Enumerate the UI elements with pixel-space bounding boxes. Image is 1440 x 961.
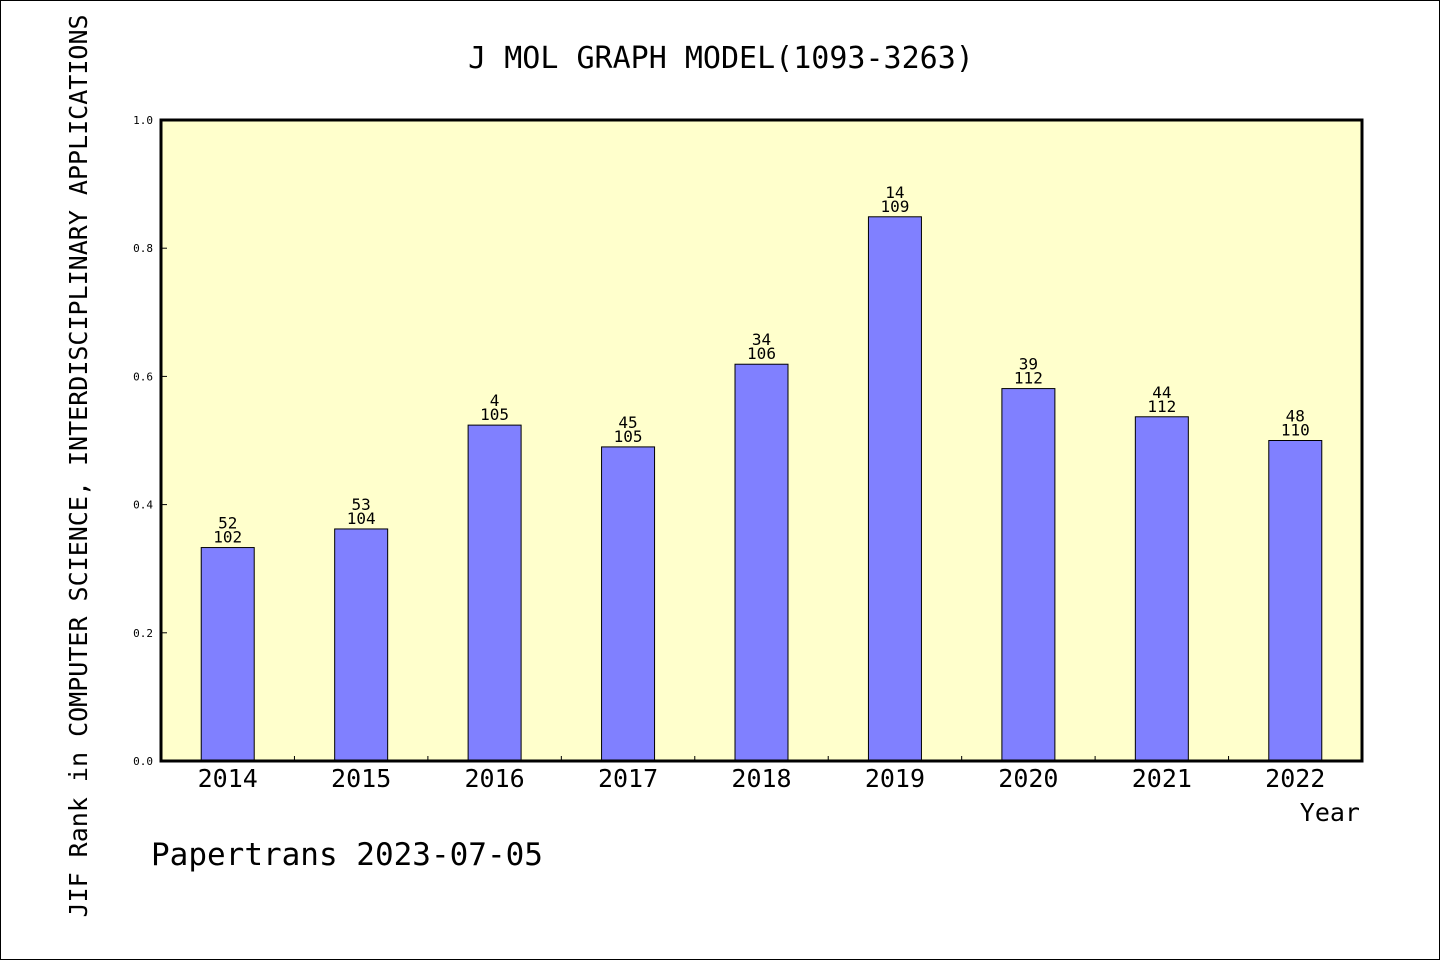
bar-2020 [1001,388,1056,762]
y-tick-label: 1.0 [133,114,153,127]
bar-rank-label: 52 [218,514,237,533]
bar-rank-label: 48 [1286,407,1305,426]
bar-total-label: 112 [1014,369,1043,388]
bar-total-label: 112 [1147,397,1176,416]
bar-total-label: 109 [880,197,909,216]
bar-rank-label: 44 [1152,383,1171,402]
bar-rank-label: 4 [490,391,500,410]
x-tick-label: 2019 [865,764,925,793]
bar-rank-label: 39 [1019,355,1038,374]
y-tick-label: 0.2 [133,627,153,640]
x-ticks: 2014 2015 2016 2017 2018 2019 2020 2021 2022 [198,756,1325,793]
x-axis-label: Year [1300,798,1360,827]
bar-2018 [734,363,789,762]
bar-total-label: 110 [1281,421,1310,440]
x-tick-label: 2015 [331,764,391,793]
bar-2019 [867,216,922,762]
x-tick-label: 2021 [1132,764,1192,793]
plot-border [159,118,1364,763]
bars [200,216,1323,762]
x-tick-label: 2017 [598,764,658,793]
bar-2017 [601,446,656,762]
x-tick-label: 2016 [465,764,525,793]
bar-2016 [467,424,522,762]
y-tick-label: 0.6 [133,370,153,383]
bar-2014 [200,547,255,762]
x-tick-label: 2018 [731,764,791,793]
bar-total-label: 104 [347,509,376,528]
bar-2022 [1268,440,1323,762]
y-tick-label: 0.0 [133,755,153,768]
bar-2015 [334,528,389,762]
bar-rank-label: 34 [752,330,771,349]
bar-2021 [1134,416,1189,762]
bar-rank-label: 53 [352,495,371,514]
footer-credit: Papertrans 2023-07-05 [151,837,543,873]
x-tick-label: 2020 [998,764,1058,793]
bar-total-label: 105 [614,427,643,446]
y-tick-label: 0.4 [133,499,153,512]
x-tick-label: 2022 [1265,764,1325,793]
bar-total-label: 106 [747,344,776,363]
bar-rank-label: 14 [885,183,904,202]
x-tick-label: 2014 [198,764,258,793]
bar-total-label: 105 [480,405,509,424]
bar-rank-label: 45 [618,413,637,432]
y-axis-label: JIF Rank in COMPUTER SCIENCE, INTERDISCI… [64,14,93,917]
y-tick-label: 0.8 [133,242,153,255]
chart-title: J MOL GRAPH MODEL(1093-3263) [468,41,974,76]
y-ticks: 0.0 0.2 0.4 0.6 0.8 1.0 [133,114,167,768]
bar-total-label: 102 [213,528,242,547]
